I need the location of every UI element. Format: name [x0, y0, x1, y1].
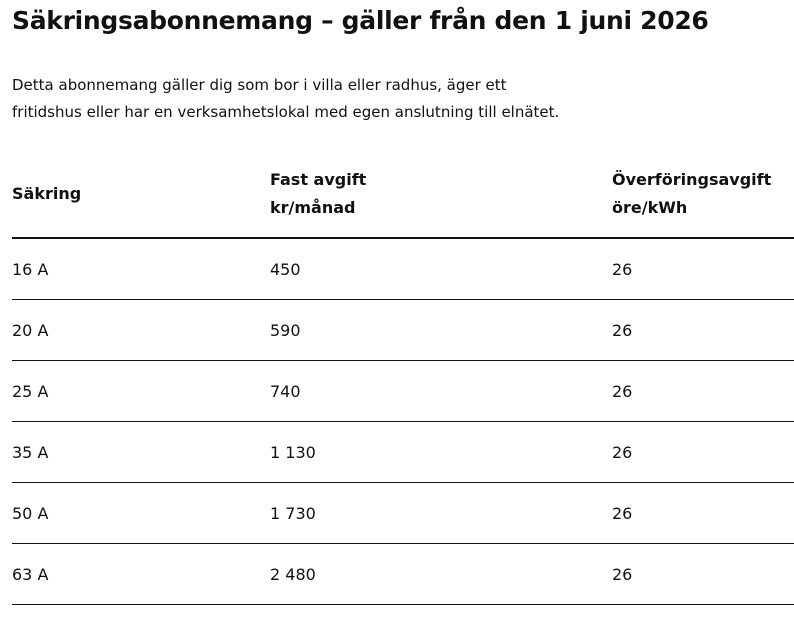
description-line: fritidshus eller har en verksamhetslokal…: [12, 103, 560, 121]
header-row: Säkring Fast avgift kr/månad Överföringsavg…: [12, 150, 794, 239]
title: Säkringsabonnemang – gäller från den 1 j…: [12, 6, 709, 35]
column-header: Överföringsavgift öre/kWh: [612, 150, 794, 239]
column-header-line: kr/månad: [270, 197, 356, 217]
tariff-table: Säkring Fast avgift kr/månad Överföringsavg…: [12, 150, 794, 605]
table-cell: 26: [612, 360, 794, 422]
column-header-line: öre/kWh: [612, 197, 688, 217]
column-header-line: Fast avgift: [270, 169, 367, 189]
description: Detta abonnemang gäller dig som bor i vi…: [12, 72, 559, 126]
table-cell: 26: [612, 421, 794, 483]
table-cell: 590: [270, 299, 612, 361]
table-cell: 1 130: [270, 421, 612, 483]
column-header: Säkring: [12, 150, 270, 239]
table-cell: 26: [612, 543, 794, 605]
table-cell: 26: [612, 482, 794, 544]
column-header: Fast avgift kr/månad: [270, 150, 612, 239]
table-cell: 450: [270, 238, 612, 300]
column-header-line: Överföringsavgift: [612, 169, 772, 189]
table-cell: 50 A: [12, 482, 270, 544]
table-cell: 63 A: [12, 543, 270, 605]
table-cell: 16 A: [12, 238, 270, 300]
table-cell: 20 A: [12, 299, 270, 361]
table-row: 25 A 740 26: [12, 360, 794, 422]
table-cell: 25 A: [12, 360, 270, 422]
table-cell: 1 730: [270, 482, 612, 544]
table-cell: 26: [612, 238, 794, 300]
table-cell: 35 A: [12, 421, 270, 483]
description-line: Detta abonnemang gäller dig som bor i vi…: [12, 76, 507, 94]
table-row: 20 A 590 26: [12, 299, 794, 361]
table-cell: 2 480: [270, 543, 612, 605]
table-row: 16 A 450 26: [12, 238, 794, 300]
table-cell: 740: [270, 360, 612, 422]
table-cell: 26: [612, 299, 794, 361]
column-header-line: Säkring: [12, 183, 82, 203]
